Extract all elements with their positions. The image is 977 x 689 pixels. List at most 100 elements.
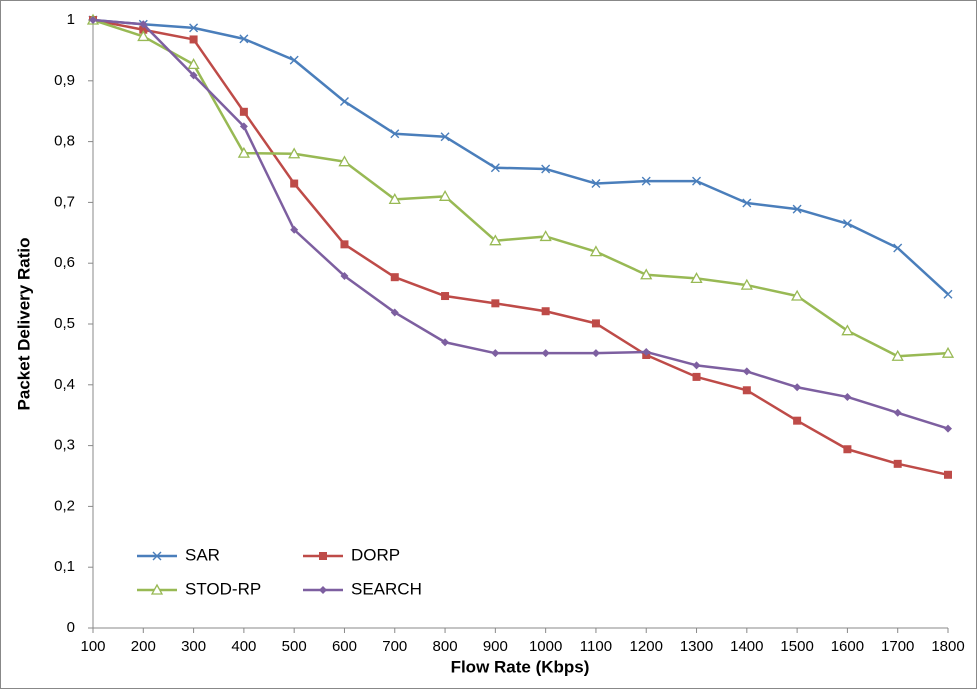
- marker: [89, 16, 97, 24]
- marker: [239, 34, 249, 44]
- marker: [390, 129, 400, 139]
- marker: [239, 122, 248, 131]
- marker: [690, 272, 703, 284]
- y-tick-label: 0,2: [54, 497, 75, 514]
- marker: [290, 225, 299, 234]
- marker: [591, 179, 601, 189]
- legend-marker: [152, 551, 162, 561]
- marker: [541, 349, 550, 358]
- marker: [491, 299, 500, 308]
- marker: [441, 292, 450, 301]
- y-tick-label: 0,5: [54, 315, 75, 332]
- marker: [438, 189, 452, 201]
- marker: [642, 347, 651, 356]
- x-tick-label: 1000: [529, 638, 562, 655]
- series-line: [92, 18, 949, 358]
- marker: [944, 470, 952, 479]
- marker: [189, 35, 198, 44]
- marker: [944, 424, 952, 433]
- marker: [490, 163, 500, 173]
- marker: [338, 155, 351, 167]
- marker: [187, 58, 200, 70]
- x-tick-label: 1500: [780, 638, 813, 655]
- marker: [541, 307, 550, 316]
- legend-label: STOD-RP: [185, 579, 261, 598]
- marker: [791, 289, 804, 301]
- legend-label: SEARCH: [351, 579, 422, 598]
- marker: [491, 349, 500, 358]
- marker: [692, 372, 701, 381]
- marker: [541, 164, 551, 174]
- marker: [139, 20, 148, 29]
- marker: [943, 289, 953, 299]
- x-tick-label: 100: [80, 638, 105, 655]
- y-axis-title: Packet Delivery Ratio: [14, 238, 33, 411]
- marker: [237, 146, 250, 158]
- y-tick-label: 0: [67, 619, 75, 636]
- marker: [893, 408, 902, 417]
- marker: [893, 459, 902, 468]
- marker: [288, 147, 301, 159]
- legend-marker: [150, 583, 164, 595]
- marker: [139, 25, 148, 34]
- marker: [539, 230, 552, 242]
- marker: [843, 392, 852, 401]
- x-tick-label: 1600: [831, 638, 864, 655]
- marker: [742, 198, 752, 208]
- marker: [742, 367, 751, 376]
- marker: [441, 338, 450, 347]
- series-line: [92, 18, 949, 430]
- marker: [843, 445, 852, 454]
- marker: [290, 179, 299, 188]
- x-tick-label: 200: [131, 638, 156, 655]
- y-tick-label: 1: [67, 11, 75, 28]
- x-tick-label: 500: [282, 638, 307, 655]
- series-line: [92, 18, 949, 477]
- marker: [793, 383, 802, 392]
- x-tick-label: 1400: [730, 638, 763, 655]
- legend-item: SEARCH: [303, 579, 422, 598]
- y-tick-label: 0,1: [54, 558, 75, 575]
- legend-label: DORP: [351, 545, 400, 564]
- x-axis-title: Flow Rate (Kbps): [451, 657, 590, 676]
- y-tick-label: 0,7: [54, 193, 75, 210]
- x-tick-label: 1800: [931, 638, 964, 655]
- marker: [390, 273, 399, 282]
- marker: [941, 346, 955, 358]
- marker: [692, 361, 701, 370]
- marker: [692, 176, 702, 186]
- marker: [137, 30, 150, 42]
- marker: [591, 349, 600, 358]
- marker: [842, 219, 852, 229]
- marker: [591, 319, 600, 328]
- x-tick-label: 1100: [580, 638, 612, 655]
- marker: [640, 268, 653, 280]
- x-tick-label: 1300: [680, 638, 713, 655]
- legend-item: DORP: [303, 545, 400, 564]
- x-tick-label: 1700: [881, 638, 914, 655]
- marker: [793, 416, 802, 425]
- marker: [390, 308, 399, 317]
- marker: [340, 271, 349, 280]
- y-tick-label: 0,9: [54, 72, 75, 89]
- marker: [189, 71, 198, 80]
- marker: [489, 234, 502, 246]
- marker: [792, 204, 802, 214]
- marker: [841, 324, 854, 336]
- x-tick-label: 900: [483, 638, 508, 655]
- legend-item: STOD-RP: [137, 579, 261, 598]
- legend-item: SAR: [137, 545, 220, 564]
- x-tick-label: 600: [332, 638, 357, 655]
- x-tick-label: 300: [181, 638, 206, 655]
- y-tick-label: 0,3: [54, 437, 75, 454]
- y-tick-label: 0,8: [54, 133, 75, 150]
- marker: [289, 55, 299, 65]
- marker: [893, 243, 903, 253]
- marker: [641, 176, 651, 186]
- marker: [891, 349, 904, 361]
- marker: [742, 386, 751, 395]
- y-tick-label: 0,6: [54, 254, 75, 271]
- series-line: [92, 18, 949, 296]
